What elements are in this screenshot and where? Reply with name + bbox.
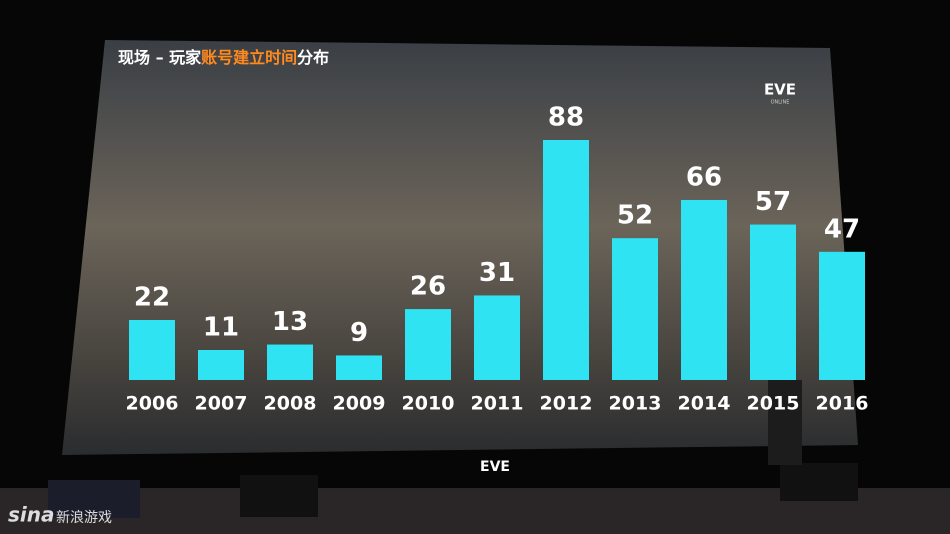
title-part: 账号建立时间 bbox=[201, 48, 297, 67]
value-label: 13 bbox=[272, 307, 308, 337]
x-tick-label: 2011 bbox=[471, 393, 524, 415]
bar bbox=[612, 238, 658, 380]
logo: EVE bbox=[480, 459, 510, 475]
value-label: 57 bbox=[755, 187, 791, 217]
speaker bbox=[240, 475, 318, 517]
logo-sub: ONLINE bbox=[771, 100, 790, 106]
slide bbox=[62, 40, 858, 455]
x-tick-label: 2006 bbox=[126, 393, 179, 415]
value-label: 66 bbox=[686, 163, 722, 193]
x-tick-label: 2015 bbox=[747, 393, 800, 415]
title-part: 现场 – 玩家 bbox=[118, 48, 202, 67]
bar bbox=[681, 200, 727, 380]
value-label: 31 bbox=[479, 258, 515, 288]
speaker bbox=[780, 463, 858, 501]
value-label: 47 bbox=[824, 214, 860, 244]
x-tick-label: 2013 bbox=[609, 393, 662, 415]
chart-title: 现场 – 玩家账号建立时间分布 bbox=[118, 48, 329, 67]
speaker bbox=[48, 480, 140, 518]
bar bbox=[129, 320, 175, 380]
value-label: 9 bbox=[350, 318, 368, 348]
bar bbox=[267, 344, 313, 380]
x-tick-label: 2009 bbox=[333, 393, 386, 415]
watermark-brand: sina bbox=[8, 503, 55, 527]
bar bbox=[474, 295, 520, 380]
x-tick-label: 2016 bbox=[816, 393, 869, 415]
bar bbox=[750, 224, 796, 380]
value-label: 11 bbox=[203, 313, 239, 343]
x-tick-label: 2007 bbox=[195, 393, 248, 415]
presenter bbox=[768, 380, 802, 465]
bar bbox=[198, 350, 244, 380]
bar bbox=[336, 355, 382, 380]
logo: EVE bbox=[764, 81, 796, 99]
value-label: 88 bbox=[548, 103, 584, 133]
x-tick-label: 2014 bbox=[678, 393, 731, 415]
value-label: 52 bbox=[617, 201, 653, 231]
x-tick-label: 2008 bbox=[264, 393, 317, 415]
bar bbox=[819, 251, 865, 380]
x-tick-label: 2012 bbox=[540, 393, 593, 415]
bar bbox=[543, 140, 589, 380]
watermark-text: 新浪游戏 bbox=[56, 510, 112, 526]
value-label: 22 bbox=[134, 283, 170, 313]
bar bbox=[405, 309, 451, 380]
x-tick-label: 2010 bbox=[402, 393, 455, 415]
title-part: 分布 bbox=[297, 48, 329, 67]
value-label: 26 bbox=[410, 272, 446, 302]
